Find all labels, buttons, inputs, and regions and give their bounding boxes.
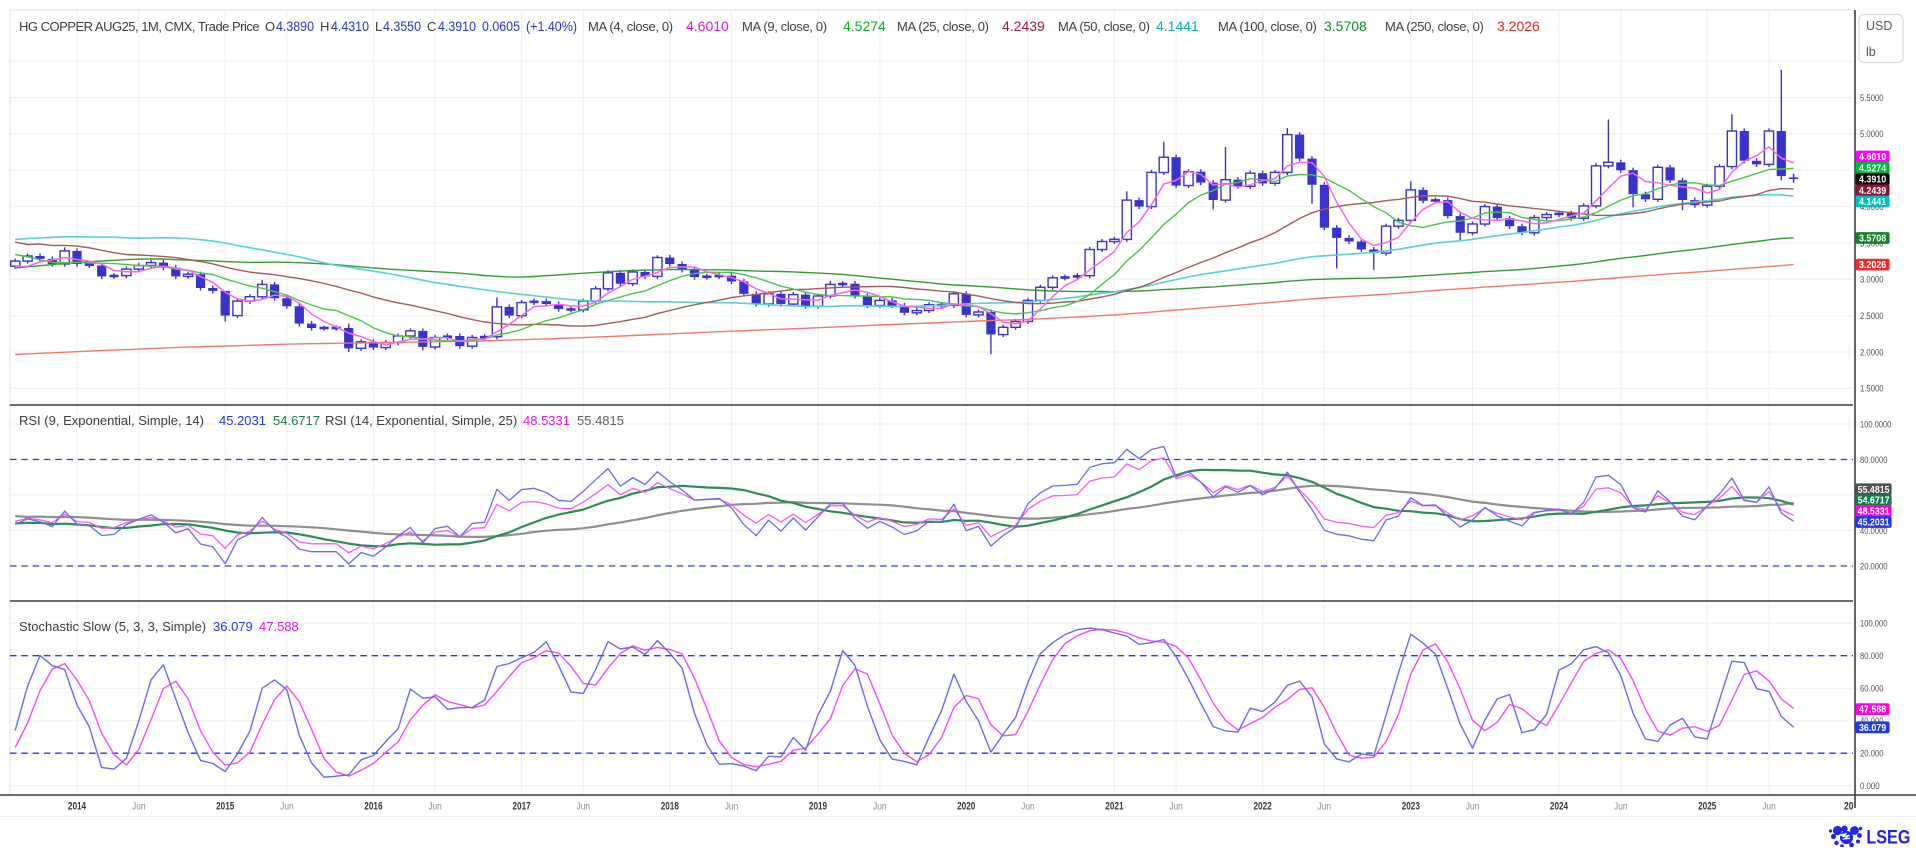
svg-text:MA (4, close, 0): MA (4, close, 0) [588, 19, 673, 34]
svg-text:4.2439: 4.2439 [1002, 18, 1045, 34]
svg-text:48.5331: 48.5331 [523, 413, 570, 428]
svg-text:4.6010: 4.6010 [686, 18, 729, 34]
svg-text:2017: 2017 [513, 801, 531, 813]
svg-text:2022: 2022 [1254, 801, 1272, 813]
svg-text:MA (100, close, 0): MA (100, close, 0) [1218, 19, 1316, 34]
svg-text:1.5000: 1.5000 [1860, 384, 1884, 395]
svg-text:45.2031: 45.2031 [1858, 518, 1890, 529]
svg-text:100.000: 100.000 [1860, 619, 1887, 630]
svg-text:47.588: 47.588 [1859, 705, 1887, 716]
svg-text:54.6717: 54.6717 [273, 413, 320, 428]
svg-text:2016: 2016 [364, 801, 382, 813]
svg-text:H: H [320, 19, 329, 34]
svg-text:2021: 2021 [1105, 801, 1123, 813]
svg-text:4.1441: 4.1441 [1156, 18, 1199, 34]
svg-text:54.6717: 54.6717 [1858, 496, 1890, 507]
svg-text:48.5331: 48.5331 [1858, 507, 1890, 518]
svg-text:80.000: 80.000 [1860, 651, 1884, 662]
svg-text:2.5000: 2.5000 [1860, 311, 1884, 322]
svg-text:4.4310: 4.4310 [331, 18, 369, 34]
svg-text:2025: 2025 [1698, 801, 1716, 813]
svg-text:0.000: 0.000 [1860, 781, 1880, 792]
svg-text:5.0000: 5.0000 [1860, 129, 1884, 140]
svg-text:47.588: 47.588 [259, 619, 299, 634]
svg-text:Jun: Jun [725, 801, 739, 813]
svg-text:3.0000: 3.0000 [1860, 275, 1884, 286]
svg-text:20.0000: 20.0000 [1860, 561, 1887, 572]
svg-text:55.4815: 55.4815 [1858, 485, 1890, 496]
svg-text:(+1.40%): (+1.40%) [526, 18, 577, 34]
svg-text:2014: 2014 [68, 801, 87, 813]
svg-text:4.3910: 4.3910 [438, 18, 476, 34]
svg-text:Jun: Jun [577, 801, 591, 813]
svg-text:2018: 2018 [661, 801, 679, 813]
svg-text:2024: 2024 [1550, 801, 1569, 813]
svg-text:Jun: Jun [1466, 801, 1480, 813]
svg-text:20: 20 [1844, 801, 1854, 813]
svg-text:Jun: Jun [873, 801, 887, 813]
svg-text:Jun: Jun [1614, 801, 1628, 813]
svg-text:lb: lb [1866, 45, 1876, 59]
svg-text:4.5274: 4.5274 [1859, 163, 1887, 174]
svg-text:2019: 2019 [809, 801, 827, 813]
svg-text:3.2026: 3.2026 [1859, 260, 1887, 271]
svg-text:2.0000: 2.0000 [1860, 347, 1884, 358]
svg-text:Jun: Jun [280, 801, 294, 813]
svg-text:4.6010: 4.6010 [1859, 152, 1887, 163]
svg-text:C: C [427, 19, 436, 34]
svg-text:55.4815: 55.4815 [577, 413, 624, 428]
svg-text:3.5708: 3.5708 [1324, 18, 1367, 34]
svg-text:45.2031: 45.2031 [219, 413, 266, 428]
svg-text:3.2026: 3.2026 [1497, 18, 1540, 34]
svg-text:MA (25, close, 0): MA (25, close, 0) [897, 19, 989, 34]
svg-text:20.000: 20.000 [1860, 749, 1884, 760]
svg-text:MA (50, close, 0): MA (50, close, 0) [1058, 19, 1150, 34]
svg-text:4.1441: 4.1441 [1859, 197, 1887, 208]
svg-text:2023: 2023 [1402, 801, 1420, 813]
svg-text:Jun: Jun [428, 801, 442, 813]
svg-text:5.5000: 5.5000 [1860, 93, 1884, 104]
svg-text:MA (250, close, 0): MA (250, close, 0) [1385, 19, 1483, 34]
svg-text:36.079: 36.079 [1859, 723, 1887, 734]
svg-text:USD: USD [1866, 19, 1892, 33]
svg-text:4.3550: 4.3550 [383, 18, 421, 34]
svg-text:40.0000: 40.0000 [1860, 526, 1887, 537]
svg-text:4.3910: 4.3910 [1859, 175, 1887, 186]
svg-text:36.079: 36.079 [213, 619, 253, 634]
svg-text:Jun: Jun [132, 801, 146, 813]
svg-text:4.2439: 4.2439 [1859, 186, 1887, 197]
svg-text:0.0605: 0.0605 [482, 18, 520, 34]
svg-text:MA (9, close, 0): MA (9, close, 0) [742, 19, 827, 34]
svg-text:3.5708: 3.5708 [1859, 234, 1887, 245]
svg-text:RSI (14, Exponential, Simple,: RSI (14, Exponential, Simple, 25) [325, 413, 517, 428]
svg-text:60.000: 60.000 [1860, 684, 1884, 695]
svg-text:100.0000: 100.0000 [1860, 419, 1891, 430]
svg-text:L: L [375, 19, 382, 34]
svg-text:4.5274: 4.5274 [843, 18, 886, 34]
svg-text:2015: 2015 [216, 801, 234, 813]
svg-text:Jun: Jun [1021, 801, 1035, 813]
svg-text:O: O [265, 19, 275, 34]
svg-text:4.3890: 4.3890 [276, 18, 314, 34]
svg-text:Jun: Jun [1762, 801, 1776, 813]
svg-text:Jun: Jun [1318, 801, 1332, 813]
svg-text:80.0000: 80.0000 [1860, 455, 1887, 466]
svg-text:Jun: Jun [1169, 801, 1183, 813]
svg-text:2020: 2020 [957, 801, 975, 813]
svg-text:Stochastic Slow (5, 3, 3, Simp: Stochastic Slow (5, 3, 3, Simple) [19, 619, 206, 634]
svg-text:RSI (9, Exponential, Simple, 1: RSI (9, Exponential, Simple, 14) [19, 413, 204, 428]
svg-text:LSEG: LSEG [1866, 827, 1910, 847]
svg-text:HG COPPER AUG25, 1M, CMX, Trad: HG COPPER AUG25, 1M, CMX, Trade Price [19, 19, 259, 34]
